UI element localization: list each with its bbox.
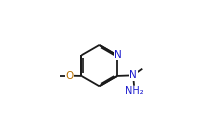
Text: N: N [129,70,137,80]
Text: O: O [65,71,74,81]
Text: N: N [114,50,122,60]
Text: NH₂: NH₂ [125,86,144,96]
